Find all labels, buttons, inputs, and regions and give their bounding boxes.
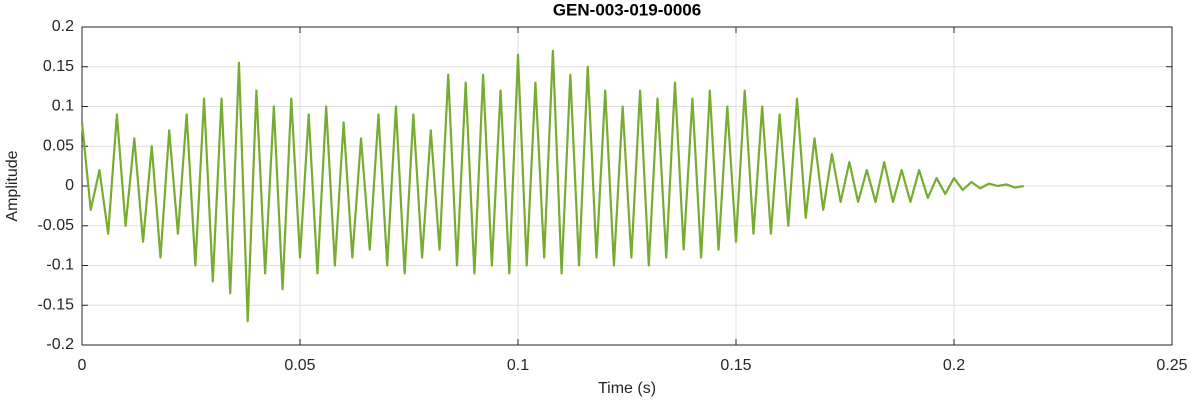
x-tick-label: 0.05: [284, 357, 315, 374]
x-axis-label: Time (s): [598, 380, 656, 397]
y-tick-label: 0.2: [52, 18, 74, 35]
y-tick-label: 0.05: [43, 137, 74, 154]
x-tick-label: 0: [78, 357, 87, 374]
plot-frame: [81, 26, 1173, 346]
x-tick-label: 0.1: [507, 357, 529, 374]
y-tick-label: 0: [65, 177, 74, 194]
x-tick-label: 0.15: [720, 357, 751, 374]
data-line: [80, 49, 1024, 323]
chart-title: GEN-003-019-0006: [553, 0, 701, 19]
y-tick-label: 0.15: [43, 58, 74, 75]
y-tick-label: 0.1: [52, 98, 74, 115]
y-tick-label: -0.2: [46, 336, 74, 353]
y-tick-label: -0.15: [38, 296, 75, 313]
y-axis-label: Amplitude: [4, 150, 21, 221]
x-tick-label: 0.2: [943, 357, 965, 374]
y-tick-label: -0.05: [38, 217, 75, 234]
x-tick-label: 0.25: [1156, 357, 1187, 374]
y-tick-label: -0.1: [46, 257, 74, 274]
